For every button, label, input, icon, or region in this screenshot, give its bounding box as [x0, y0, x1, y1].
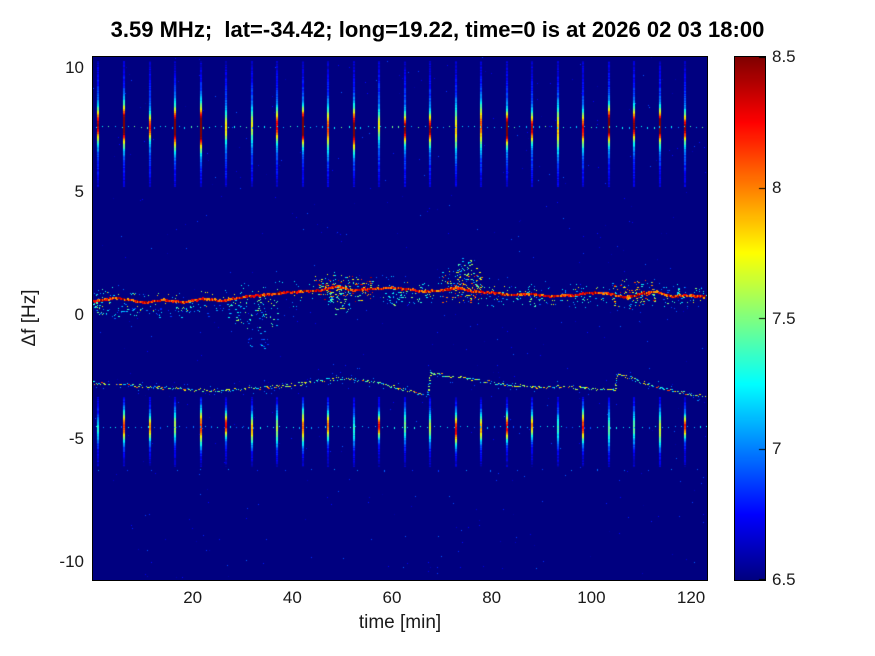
y-tick-label: 10: [65, 58, 84, 78]
chart-title: 3.59 MHz; lat=-34.42; long=19.22, time=0…: [110, 17, 765, 42]
colorbar-tick-label: 8: [772, 177, 782, 197]
x-tick-label: 80: [482, 588, 502, 607]
colorbar-tick-label: 8.5: [772, 47, 796, 66]
y-tick-label: 0: [74, 305, 84, 325]
x-tick-label: 20: [183, 588, 203, 607]
plot-area: [92, 56, 708, 581]
colorbar-canvas: [735, 57, 765, 580]
colorbar-tick-label: 7: [772, 439, 782, 459]
x-tick-label: 60: [382, 588, 402, 607]
spectrogram-canvas: [93, 57, 707, 580]
x-tick-label: 120: [676, 588, 706, 607]
x-tick-label: 40: [282, 588, 302, 607]
x-tick-label: 100: [577, 588, 606, 607]
y-tick-label: -10: [59, 551, 84, 571]
x-axis-label: time [min]: [358, 612, 442, 633]
colorbar-tick-label: 7.5: [772, 308, 796, 328]
y-tick-label: -5: [68, 428, 84, 448]
y-tick-label: 5: [74, 181, 84, 201]
colorbar-tick-label: 6.5: [772, 570, 796, 589]
colorbar: [734, 56, 766, 581]
